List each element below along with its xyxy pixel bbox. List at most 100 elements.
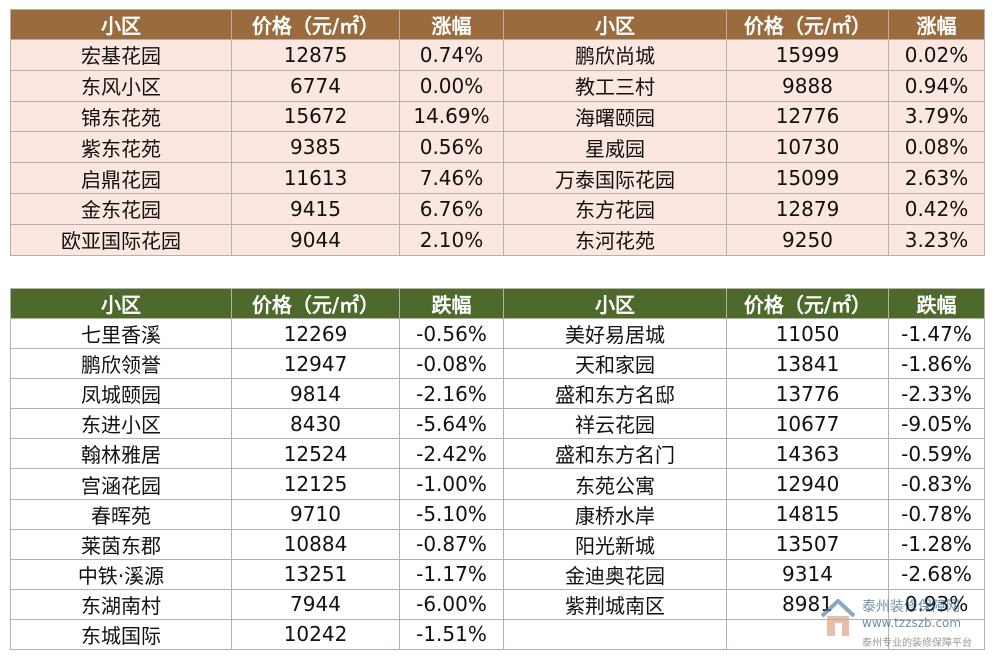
fall-cell-price-2: 14363 <box>726 438 889 470</box>
fall-cell-price-1: 12524 <box>231 438 400 470</box>
rise-table-row: 紫东花苑 9385 0.56% 星威园 10730 0.08% <box>10 131 985 164</box>
fall-table-row: 莱茵东郡 10884 -0.87% 阳光新城 13507 -1.28% <box>10 528 985 560</box>
fall-cell-price-1: 8430 <box>231 408 400 440</box>
watermark-slogan: 泰州专业的装修保障平台 <box>862 638 972 649</box>
fall-cell-price-2: 8981 <box>726 588 889 620</box>
site-watermark: 泰州装修保障网 www.tzzszb.com 泰州专业的装修保障平台 <box>818 594 990 652</box>
fall-cell-name-2: 阳光新城 <box>503 528 727 560</box>
rise-cell-name-2: 鹏欣尚城 <box>503 39 727 71</box>
fall-cell-name-2: 紫荆城南区 <box>503 588 727 620</box>
fall-header-name-2: 小区 <box>503 288 727 319</box>
rise-cell-change-2: 0.94% <box>888 69 985 102</box>
rise-header-price-2: 价格（元/㎡） <box>726 9 889 40</box>
rise-cell-change-1: 2.10% <box>399 223 504 256</box>
fall-cell-price-1: 9710 <box>231 498 400 530</box>
fall-table-row: 凤城颐园 9814 -2.16% 盛和东方名邸 13776 -2.33% <box>10 378 985 410</box>
fall-cell-name-2: 盛和东方名门 <box>503 438 727 470</box>
fall-table-row: 春晖苑 9710 -5.10% 康桥水岸 14815 -0.78% <box>10 498 985 530</box>
rise-header-price-1: 价格（元/㎡） <box>231 9 400 40</box>
rise-table-row: 宏基花园 12875 0.74% 鹏欣尚城 15999 0.02% <box>10 39 985 71</box>
fall-table-row: 东城国际 10242 -1.51% <box>10 618 985 651</box>
fall-cell-price-1: 12125 <box>231 468 400 500</box>
rise-table-header: 小区 价格（元/㎡） 涨幅 小区 价格（元/㎡） 涨幅 <box>10 9 985 40</box>
fall-cell-price-2: 13841 <box>726 348 889 380</box>
watermark-url: www.tzzszb.com <box>862 616 962 630</box>
rise-cell-price-2: 15099 <box>726 162 889 194</box>
fall-table-row: 宫涵花园 12125 -1.00% 东苑公寓 12940 -0.83% <box>10 468 985 500</box>
rise-cell-name-1: 金东花园 <box>10 192 232 225</box>
rise-cell-name-2: 海曙颐园 <box>503 100 727 133</box>
rise-cell-change-2: 0.08% <box>888 131 985 164</box>
fall-cell-name-1: 东城国际 <box>10 618 232 651</box>
rise-cell-name-2: 教工三村 <box>503 69 727 102</box>
rise-cell-price-1: 12875 <box>231 39 400 71</box>
fall-cell-change-2: -1.47% <box>888 317 985 350</box>
fall-cell-name-1: 春晖苑 <box>10 498 232 530</box>
fall-cell-name-1: 七里香溪 <box>10 317 232 350</box>
rise-cell-price-2: 15999 <box>726 39 889 71</box>
rise-cell-name-2: 星威园 <box>503 131 727 164</box>
fall-cell-price-2: 11050 <box>726 317 889 350</box>
rise-cell-change-2: 0.02% <box>888 39 985 71</box>
fall-cell-price-2: 13507 <box>726 528 889 560</box>
fall-cell-change-1: -1.00% <box>399 468 504 500</box>
fall-cell-price-1: 12269 <box>231 317 400 350</box>
rise-cell-price-2: 9250 <box>726 223 889 256</box>
rise-cell-change-1: 6.76% <box>399 192 504 225</box>
rise-cell-price-1: 9415 <box>231 192 400 225</box>
fall-cell-change-2: -2.33% <box>888 378 985 410</box>
fall-cell-price-1: 12947 <box>231 348 400 380</box>
rise-cell-price-1: 6774 <box>231 69 400 102</box>
rise-table-row: 东风小区 6774 0.00% 教工三村 9888 0.94% <box>10 69 985 102</box>
fall-cell-change-1: -5.10% <box>399 498 504 530</box>
rise-cell-name-1: 紫东花苑 <box>10 131 232 164</box>
fall-cell-price-2: 14815 <box>726 498 889 530</box>
rise-cell-price-2: 10730 <box>726 131 889 164</box>
rise-cell-price-1: 9385 <box>231 131 400 164</box>
fall-table-row: 翰林雅居 12524 -2.42% 盛和东方名门 14363 -0.59% <box>10 438 985 470</box>
fall-cell-change-1: -0.87% <box>399 528 504 560</box>
fall-table-row: 中铁·溪源 13251 -1.17% 金迪奥花园 9314 -2.68% <box>10 558 985 590</box>
fall-cell-change-1: -1.51% <box>399 618 504 651</box>
rise-header-name-1: 小区 <box>10 9 232 40</box>
rise-cell-name-1: 启鼎花园 <box>10 162 232 194</box>
fall-cell-price-1: 13251 <box>231 558 400 590</box>
fall-cell-price-2: 9314 <box>726 558 889 590</box>
fall-cell-name-2: 美好易居城 <box>503 317 727 350</box>
fall-header-name-1: 小区 <box>10 288 232 319</box>
rise-cell-name-2: 万泰国际花园 <box>503 162 727 194</box>
fall-cell-change-2 <box>888 618 985 651</box>
fall-table-row: 七里香溪 12269 -0.56% 美好易居城 11050 -1.47% <box>10 317 985 350</box>
rise-cell-price-2: 9888 <box>726 69 889 102</box>
fall-cell-change-2: -0.78% <box>888 498 985 530</box>
rise-table-row: 金东花园 9415 6.76% 东方花园 12879 0.42% <box>10 192 985 225</box>
rise-table-row: 锦东花苑 15672 14.69% 海曙颐园 12776 3.79% <box>10 100 985 133</box>
fall-cell-change-1: -5.64% <box>399 408 504 440</box>
house-logo-icon <box>820 599 856 636</box>
price-fall-table: 小区 价格（元/㎡） 跌幅 小区 价格（元/㎡） 跌幅 七里香溪 12269 -0.… <box>10 288 985 651</box>
rise-cell-name-1: 宏基花园 <box>10 39 232 71</box>
fall-cell-change-2: -9.05% <box>888 408 985 440</box>
fall-cell-price-2 <box>726 618 889 651</box>
fall-cell-change-1: -2.42% <box>399 438 504 470</box>
fall-cell-price-1: 10242 <box>231 618 400 651</box>
rise-cell-change-1: 0.74% <box>399 39 504 71</box>
rise-cell-name-2: 东方花园 <box>503 192 727 225</box>
fall-cell-change-2: -2.68% <box>888 558 985 590</box>
rise-cell-change-2: 2.63% <box>888 162 985 194</box>
fall-cell-name-1: 凤城颐园 <box>10 378 232 410</box>
fall-header-change-2: 跌幅 <box>888 288 985 319</box>
fall-cell-price-2: 13776 <box>726 378 889 410</box>
fall-cell-change-1: -0.08% <box>399 348 504 380</box>
rise-cell-price-1: 15672 <box>231 100 400 133</box>
fall-cell-change-2: -1.86% <box>888 348 985 380</box>
fall-cell-name-2 <box>503 618 727 651</box>
fall-cell-name-1: 中铁·溪源 <box>10 558 232 590</box>
rise-cell-price-1: 9044 <box>231 223 400 256</box>
rise-cell-price-2: 12776 <box>726 100 889 133</box>
fall-cell-change-1: -6.00% <box>399 588 504 620</box>
fall-cell-name-2: 康桥水岸 <box>503 498 727 530</box>
rise-cell-name-1: 欧亚国际花园 <box>10 223 232 256</box>
rise-cell-change-1: 7.46% <box>399 162 504 194</box>
fall-cell-price-1: 10884 <box>231 528 400 560</box>
